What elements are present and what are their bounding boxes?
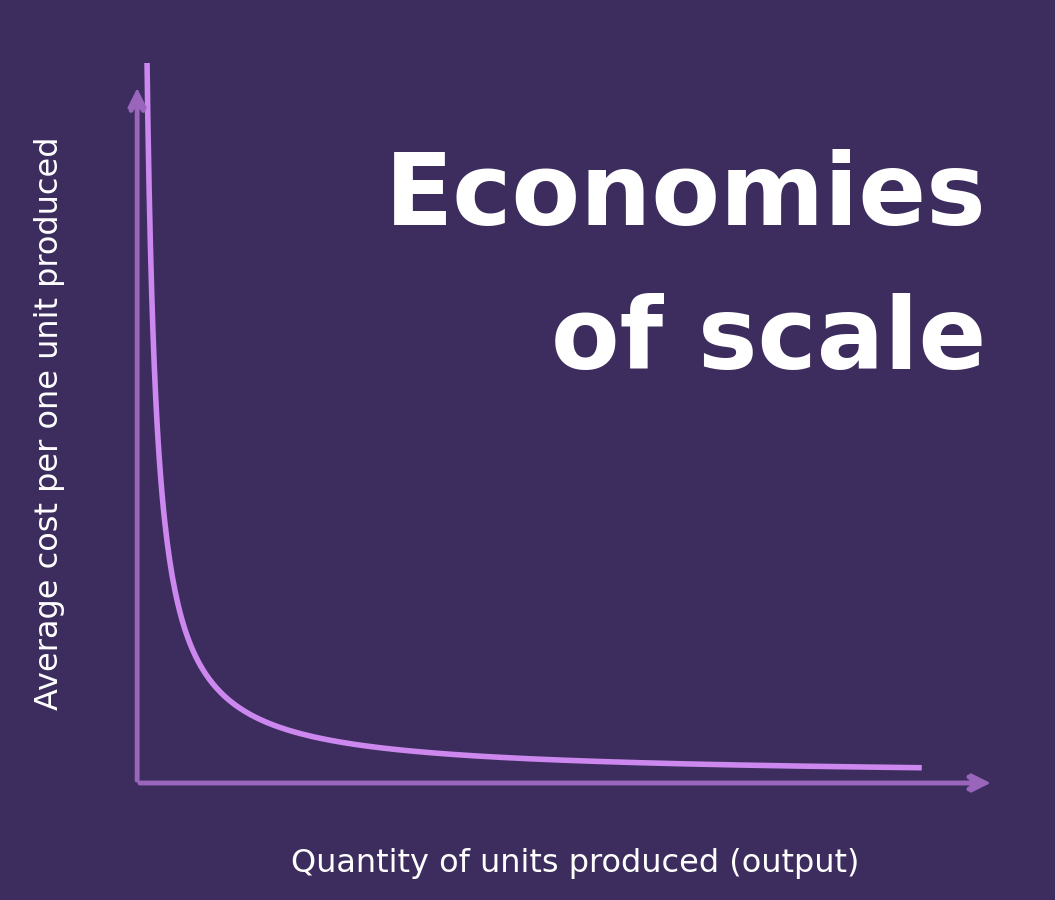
Text: Average cost per one unit produced: Average cost per one unit produced (34, 136, 65, 710)
Text: Quantity of units produced (output): Quantity of units produced (output) (291, 848, 859, 878)
Text: Economies: Economies (385, 149, 986, 247)
Text: of scale: of scale (551, 293, 986, 391)
